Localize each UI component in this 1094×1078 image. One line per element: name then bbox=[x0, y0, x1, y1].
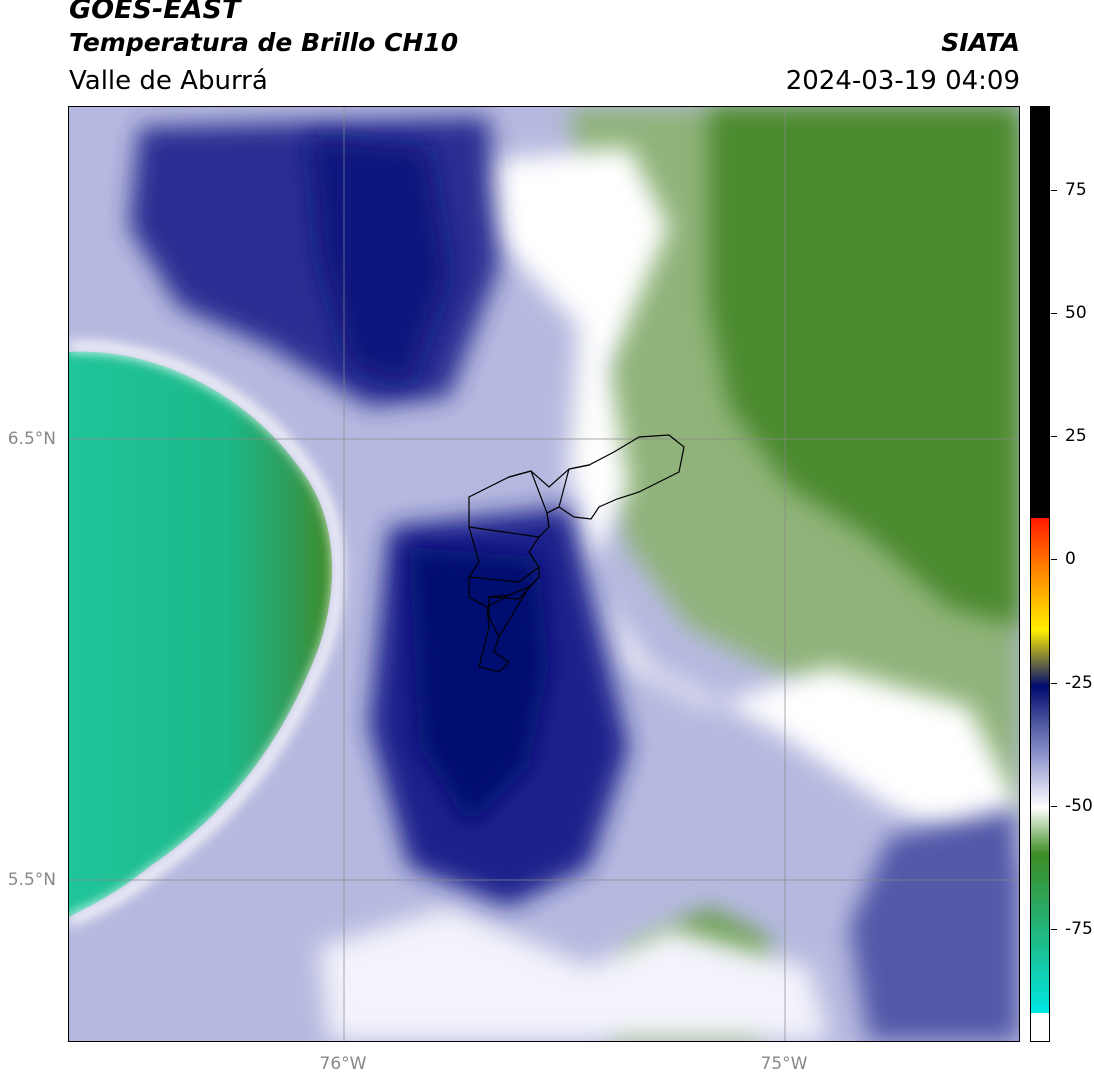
colorbar-label: 75 bbox=[1065, 180, 1087, 200]
colorbar-label: -25 bbox=[1065, 673, 1093, 693]
satellite-title: GOES-EAST bbox=[69, 0, 241, 25]
dark-green-core bbox=[709, 107, 1019, 627]
map-canvas bbox=[69, 107, 1019, 1041]
colorbar-tick bbox=[1051, 806, 1057, 807]
colorbar bbox=[1030, 106, 1050, 1042]
region-label: Valle de Aburrá bbox=[69, 66, 268, 96]
datetime-label: 2024-03-19 04:09 bbox=[785, 66, 1020, 96]
lon-label-75w: 75°W bbox=[760, 1054, 808, 1074]
product-title: Temperatura de Brillo CH10 bbox=[69, 28, 459, 57]
brightness-temperature-map[interactable] bbox=[68, 106, 1020, 1042]
colorbar-label: -50 bbox=[1065, 796, 1093, 816]
colorbar-tick bbox=[1051, 313, 1057, 314]
navy-central-core bbox=[409, 547, 549, 827]
white-band-south bbox=[319, 907, 829, 1041]
agency-label: SIATA bbox=[941, 28, 1020, 57]
colorbar-label: -75 bbox=[1065, 919, 1093, 939]
colorbar-tick bbox=[1051, 190, 1057, 191]
colorbar-tick bbox=[1051, 683, 1057, 684]
navy-southeast bbox=[849, 807, 1019, 1041]
colorbar-tick bbox=[1051, 436, 1057, 437]
colorbar-label: 50 bbox=[1065, 303, 1087, 323]
lat-label-6-5: 6.5°N bbox=[7, 429, 56, 449]
white-band bbox=[429, 147, 1019, 867]
colorbar-label: 25 bbox=[1065, 426, 1087, 446]
colorbar-tick bbox=[1051, 929, 1057, 930]
colorbar-tick bbox=[1051, 559, 1057, 560]
teal-white-rim bbox=[69, 341, 344, 926]
colorbar-label: 0 bbox=[1065, 549, 1076, 569]
lon-label-76w: 76°W bbox=[319, 1054, 367, 1074]
teal-region-west bbox=[69, 351, 333, 917]
lat-label-5-5: 5.5°N bbox=[7, 870, 56, 890]
valley-boundaries bbox=[468, 434, 685, 673]
